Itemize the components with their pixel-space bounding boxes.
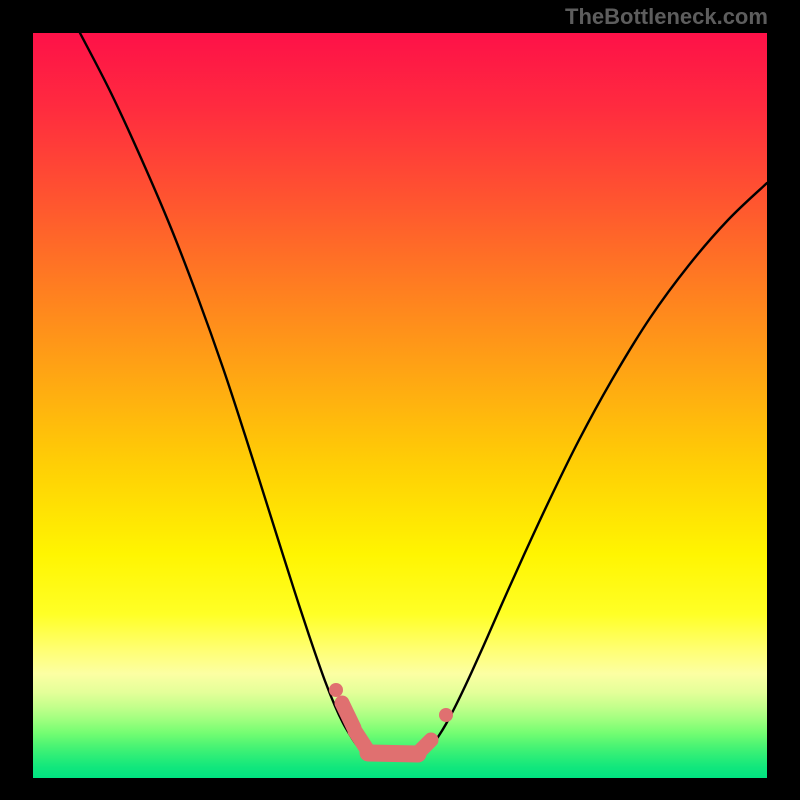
- chart-frame: TheBottleneck.com: [0, 0, 800, 800]
- accent-segment: [342, 703, 354, 728]
- accent-dot: [439, 708, 453, 722]
- valley-curve: [80, 33, 767, 755]
- accent-overlay: [329, 683, 453, 754]
- watermark-text: TheBottleneck.com: [565, 4, 768, 30]
- accent-segment: [418, 740, 431, 753]
- accent-dot: [329, 683, 343, 697]
- plot-area: [33, 33, 767, 778]
- curve-svg: [33, 33, 767, 778]
- accent-segment: [355, 731, 368, 751]
- accent-segment: [368, 753, 418, 754]
